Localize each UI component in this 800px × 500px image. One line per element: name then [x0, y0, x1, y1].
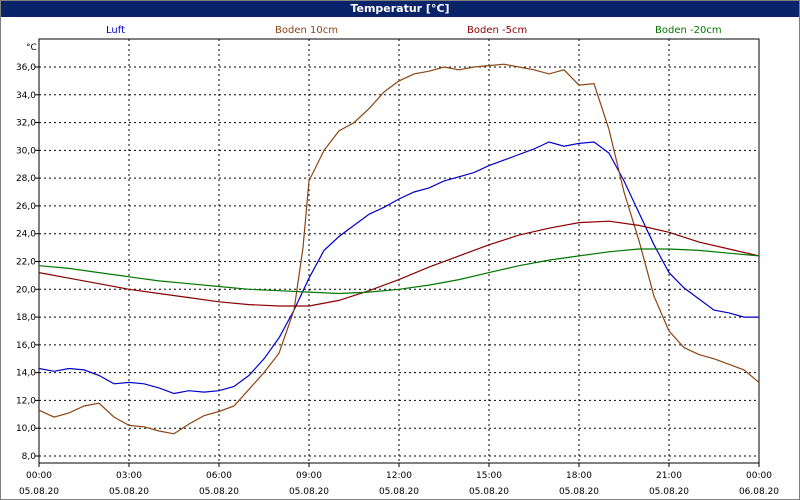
legend-boden-minus20cm: Boden -20cm: [655, 25, 722, 36]
x-tick-time: 21:00: [656, 471, 682, 481]
legend-boden-10cm: Boden 10cm: [275, 25, 338, 36]
y-tick-label: 30,0: [16, 146, 36, 156]
x-tick-time: 12:00: [386, 471, 412, 481]
x-tick-date: 05.08.20: [469, 487, 509, 497]
y-tick-label: 8,0: [22, 452, 37, 462]
x-tick-date: 06.08.20: [739, 487, 779, 497]
x-tick-time: 00:00: [26, 471, 52, 481]
y-axis-unit: °C: [26, 43, 37, 53]
y-tick-label: 22,0: [16, 258, 36, 268]
y-tick-label: 24,0: [16, 230, 36, 240]
x-tick-time: 15:00: [476, 471, 502, 481]
legend-boden-minus5cm: Boden -5cm: [467, 25, 528, 36]
x-tick-date: 05.08.20: [379, 487, 419, 497]
y-tick-label: 34,0: [16, 91, 36, 101]
legend-luft: Luft: [106, 25, 125, 36]
y-tick-label: 16,0: [16, 341, 36, 351]
y-tick-label: 26,0: [16, 202, 36, 212]
y-tick-label: 36,0: [16, 63, 36, 73]
series-line-boden-5cm: [38, 220, 760, 307]
series-line-boden-10cm: [38, 63, 760, 435]
y-tick-label: 32,0: [16, 119, 36, 129]
x-tick-time: 06:00: [206, 471, 232, 481]
series-line-boden-20cm: [38, 248, 760, 295]
y-tick-label: 12,0: [16, 396, 36, 406]
x-tick-date: 05.08.20: [199, 487, 239, 497]
y-tick-label: 20,0: [16, 285, 36, 295]
x-tick-date: 05.08.20: [19, 487, 59, 497]
x-tick-time: 00:00: [746, 471, 772, 481]
x-tick-date: 05.08.20: [559, 487, 599, 497]
y-tick-label: 18,0: [16, 313, 36, 323]
y-tick-label: 28,0: [16, 174, 36, 184]
x-tick-time: 09:00: [296, 471, 322, 481]
x-tick-date: 05.08.20: [649, 487, 689, 497]
y-tick-label: 10,0: [16, 424, 36, 434]
y-tick-label: 14,0: [16, 369, 36, 379]
x-tick-date: 05.08.20: [289, 487, 329, 497]
title-bar: [1, 1, 799, 17]
x-tick-time: 18:00: [566, 471, 592, 481]
x-tick-date: 05.08.20: [109, 487, 149, 497]
series-line-luft: [38, 141, 759, 395]
x-tick-time: 03:00: [116, 471, 142, 481]
chart-title: Temperatur [°C]: [350, 2, 450, 15]
